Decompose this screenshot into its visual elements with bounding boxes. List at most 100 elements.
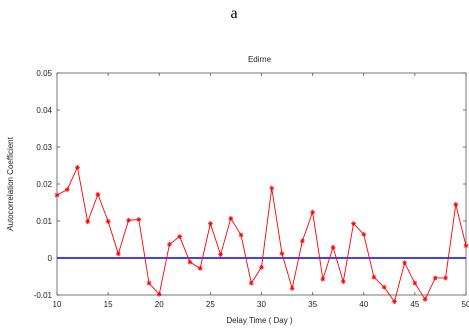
data-point [167, 241, 172, 247]
data-point [95, 191, 101, 197]
data-point [85, 219, 91, 225]
data-point [340, 279, 346, 285]
star-marker-stroke [392, 299, 397, 304]
data-point [412, 280, 418, 286]
star-marker-stroke [402, 260, 407, 265]
star-marker-stroke [177, 234, 182, 239]
star-marker-stroke [423, 297, 428, 302]
star-marker-stroke [116, 251, 121, 256]
data-point [443, 275, 448, 281]
data-point [351, 221, 356, 226]
star-marker-stroke [126, 218, 131, 223]
y-tick-label: 0.02 [36, 180, 52, 189]
x-tick-label: 50 [462, 300, 469, 309]
data-point [218, 252, 224, 258]
star-marker-stroke [136, 217, 141, 222]
star-marker-stroke [187, 260, 192, 265]
star-marker-stroke [106, 219, 111, 224]
star-marker-stroke [95, 192, 100, 197]
data-point [207, 221, 213, 226]
data-point [310, 209, 316, 215]
panel-label: a [230, 5, 237, 22]
x-tick-label: 30 [257, 300, 266, 309]
data-point [371, 274, 377, 280]
star-marker-stroke [290, 286, 295, 291]
data-point [54, 192, 60, 198]
series-group [54, 164, 469, 305]
x-axis-label: Delay Time ( Day ) [226, 316, 293, 325]
data-point [146, 280, 152, 286]
star-marker-stroke [443, 275, 448, 280]
data-point [75, 164, 80, 170]
star-marker-stroke [382, 285, 387, 290]
data-point [126, 217, 131, 223]
data-point [432, 275, 438, 281]
data-point [330, 244, 336, 250]
y-tick-label: 0.04 [36, 106, 52, 115]
data-point [392, 299, 397, 305]
star-marker-stroke [157, 292, 162, 297]
data-point [453, 201, 459, 207]
x-tick-label: 45 [410, 300, 419, 309]
star-marker-stroke [341, 279, 346, 284]
star-marker-stroke [167, 242, 172, 247]
star-marker-stroke [351, 221, 356, 226]
chart-title: Edirne [248, 55, 272, 64]
star-marker-stroke [239, 233, 244, 238]
data-point [115, 251, 121, 257]
x-tick-label: 25 [206, 300, 215, 309]
data-point [269, 185, 275, 191]
star-marker-stroke [300, 238, 305, 243]
star-marker-stroke [464, 243, 468, 248]
star-marker-stroke [75, 165, 80, 170]
y-tick-label: 0.05 [36, 69, 52, 78]
data-point [187, 259, 193, 265]
x-tick-label: 35 [308, 300, 317, 309]
data-point [259, 264, 264, 270]
star-marker-stroke [331, 245, 336, 250]
star-marker-stroke [65, 187, 70, 192]
axes: 10 15 20 25 30 35 40 45 50 -0.01 0 0.01 0.02 0.03 0.04… [34, 69, 469, 309]
data-point [361, 231, 367, 237]
data-point [289, 285, 295, 291]
star-marker-stroke [453, 202, 458, 207]
series-line [56, 166, 467, 303]
data-point [463, 243, 469, 249]
star-marker-stroke [249, 281, 254, 286]
star-marker-stroke [371, 275, 376, 280]
star-marker-stroke [147, 281, 152, 286]
star-marker-stroke [218, 252, 223, 257]
star-marker-stroke [310, 210, 315, 215]
data-point [238, 232, 244, 238]
star-marker-stroke [228, 216, 233, 221]
data-point [422, 297, 428, 302]
data-point [402, 260, 408, 266]
x-tick-label: 20 [155, 300, 164, 309]
star-marker-stroke [412, 281, 417, 286]
star-marker-stroke [269, 186, 274, 191]
x-tick-label: 40 [359, 300, 368, 309]
x-tick-label: 10 [53, 300, 62, 309]
star-marker-stroke [259, 265, 264, 270]
y-tick-label: -0.01 [34, 291, 53, 300]
data-point [156, 291, 162, 297]
x-tick-label: 15 [104, 300, 113, 309]
data-point [105, 218, 111, 224]
data-point [299, 238, 305, 244]
star-marker-stroke [433, 275, 438, 280]
star-marker-stroke [361, 232, 366, 237]
star-marker-stroke [208, 221, 213, 226]
data-point [136, 217, 142, 222]
star-marker-stroke [320, 277, 325, 282]
star-marker-stroke [85, 219, 90, 224]
star-marker-stroke [198, 266, 203, 271]
star-marker-stroke [279, 251, 284, 256]
y-axis-label: Autocorrelation Coefficient [6, 136, 15, 230]
data-point [381, 284, 387, 290]
data-point [64, 187, 70, 192]
y-tick-label: 0 [48, 254, 53, 263]
y-tick-label: 0.01 [36, 217, 52, 226]
data-point [320, 276, 326, 282]
y-tick-label: 0.03 [36, 143, 52, 152]
